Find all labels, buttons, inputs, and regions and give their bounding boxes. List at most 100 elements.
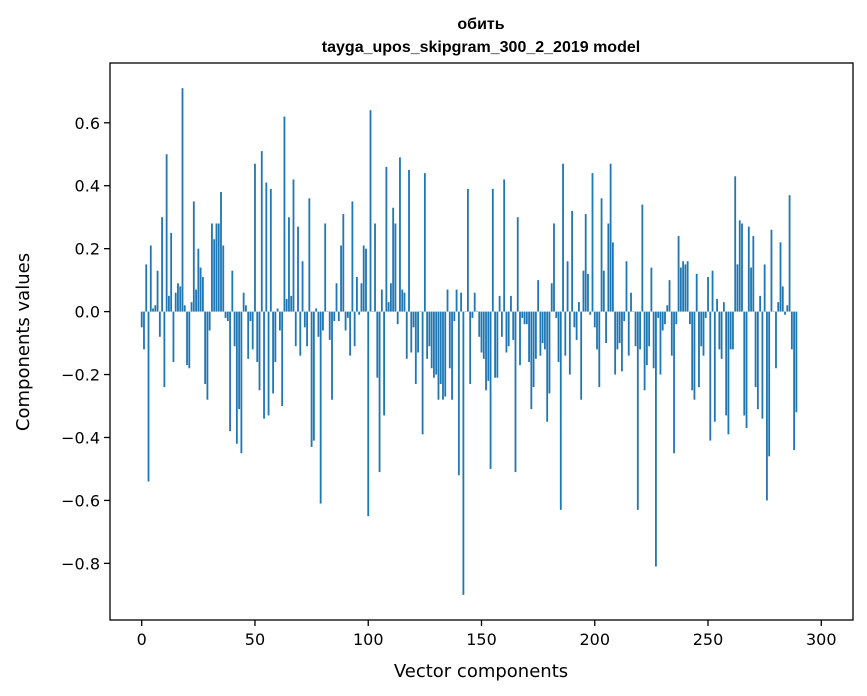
bar (713, 311, 716, 422)
bar (664, 311, 666, 325)
bar (294, 311, 297, 347)
bar (235, 311, 238, 444)
bar (174, 292, 177, 312)
bar (356, 276, 358, 312)
bar (673, 311, 675, 454)
bar (698, 311, 700, 388)
bar (417, 311, 419, 353)
bar (351, 201, 354, 312)
bar (276, 308, 279, 312)
bar (213, 239, 216, 312)
bar (587, 273, 589, 312)
bar (181, 88, 184, 312)
bar (736, 264, 739, 312)
bar (571, 210, 574, 312)
bar (598, 311, 601, 388)
bar (580, 311, 583, 400)
bar (455, 289, 458, 312)
bar (521, 311, 524, 318)
bar (489, 311, 492, 469)
bar (584, 214, 587, 312)
bar (704, 311, 707, 318)
x-axis-ticks: 0 50 100 150 200 250 300 (137, 620, 837, 649)
bar (688, 311, 691, 325)
bar (793, 311, 796, 451)
bar (331, 311, 333, 400)
bar (421, 311, 424, 435)
bar (453, 311, 456, 322)
bar (498, 295, 501, 312)
bar (249, 311, 252, 322)
bar (299, 311, 302, 356)
bar (534, 311, 537, 359)
bar (383, 311, 386, 416)
bar (301, 261, 304, 312)
bar (238, 311, 241, 410)
bar (784, 311, 786, 315)
bar (446, 289, 449, 312)
bar (605, 311, 607, 344)
bar (222, 245, 225, 312)
bar (568, 311, 571, 375)
bar (675, 311, 678, 325)
y-tick-label: −0.2 (61, 366, 100, 385)
bar (759, 295, 762, 312)
bar (231, 270, 234, 312)
bar (306, 311, 308, 347)
bar (399, 157, 401, 312)
bar (559, 311, 562, 510)
bar (768, 311, 771, 457)
bar (514, 311, 517, 473)
bar-series (140, 88, 798, 595)
bar (217, 223, 220, 312)
bar (177, 283, 179, 312)
bar (525, 311, 528, 325)
bar (154, 305, 157, 312)
bar (634, 311, 637, 347)
bar (652, 311, 655, 369)
bar (376, 311, 379, 378)
x-axis-label: Vector components (394, 661, 568, 682)
x-tick-label: 0 (137, 630, 147, 649)
bar (790, 311, 793, 350)
bar (315, 308, 318, 312)
bar (430, 311, 433, 369)
y-tick-label: 0.2 (75, 240, 100, 259)
bar (795, 311, 798, 413)
bar (353, 311, 356, 347)
bar (659, 311, 662, 375)
bar (557, 311, 560, 362)
bar (686, 261, 689, 312)
bar (523, 311, 526, 325)
bar (426, 311, 429, 359)
plot-frame (109, 62, 854, 621)
bar (265, 182, 268, 312)
bar (183, 305, 186, 312)
bar (625, 261, 628, 312)
bar (408, 169, 410, 312)
bar (335, 283, 338, 312)
bar (337, 311, 340, 322)
bar (342, 214, 345, 312)
bar (267, 311, 270, 416)
bar (344, 311, 347, 331)
y-tick-label: −0.8 (61, 554, 100, 573)
bar (643, 311, 646, 391)
bar (152, 308, 154, 312)
bar (702, 311, 705, 356)
bar (636, 311, 639, 510)
bar (725, 311, 728, 416)
bar (242, 292, 245, 312)
bar (385, 166, 388, 312)
bar (677, 236, 680, 312)
bar (752, 236, 755, 312)
bar (648, 311, 651, 347)
bar (197, 248, 200, 312)
bar (700, 311, 703, 347)
bar (512, 311, 515, 340)
bar (387, 302, 390, 312)
bar (439, 311, 442, 384)
bar (346, 311, 349, 318)
bar (650, 267, 653, 312)
bar (233, 311, 236, 347)
